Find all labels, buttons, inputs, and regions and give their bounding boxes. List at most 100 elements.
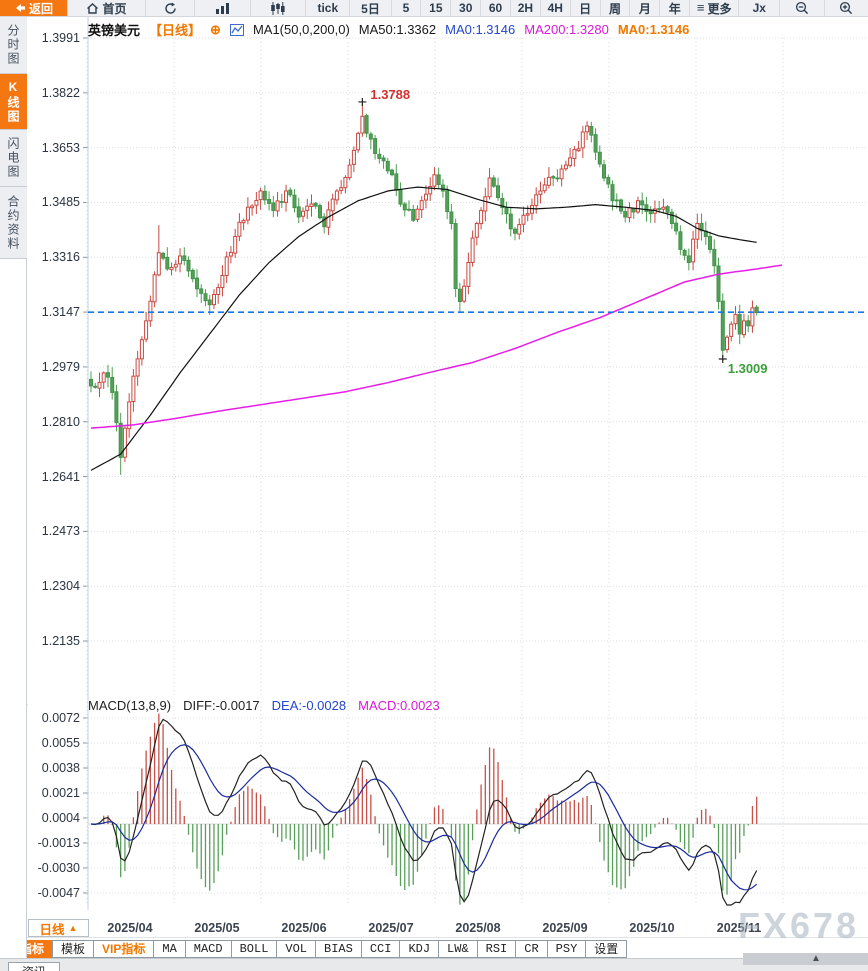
low-annotation: 1.3009 (728, 361, 768, 376)
macd-header: MACD(13,8,9) DIFF:-0.0017 DEA:-0.0028 MA… (88, 698, 440, 713)
interval-year-button[interactable]: 年 (660, 0, 691, 16)
price-gridlines (83, 17, 868, 696)
interval-30m-button[interactable]: 30 (451, 0, 482, 16)
x-axis-label: 2025/11 (716, 921, 762, 935)
top-toolbar: 返回 首页 tick 5日 5 15 30 60 2H 4H 日 周 月 年 ≡… (0, 0, 868, 17)
high-annotation: 1.3788 (370, 87, 410, 102)
expand-icon[interactable]: ⊕ (210, 21, 221, 37)
interval-2h-button[interactable]: 2H (511, 0, 541, 16)
back-arrow-icon (15, 3, 25, 12)
macd-axis-label: -0.0030 (37, 861, 80, 875)
chart-type-candle-button[interactable] (251, 0, 307, 16)
ma50-line (90, 186, 757, 471)
tab-vol[interactable]: VOL (276, 940, 317, 958)
macd-plot[interactable] (28, 696, 868, 910)
diff-value: DIFF:-0.0017 (183, 698, 260, 713)
sidebar-item-lightning-chart[interactable]: 闪电图 (0, 130, 27, 187)
sidebar-item-time-chart[interactable]: 分时图 (0, 17, 27, 74)
hamburger-icon: ≡ (696, 0, 705, 15)
tab-macd[interactable]: MACD (184, 940, 232, 958)
interval-month-button[interactable]: 月 (630, 0, 661, 16)
interval-tick-button[interactable]: tick (306, 0, 351, 16)
tab-templates[interactable]: 模板 (52, 940, 95, 958)
tab-cr[interactable]: CR (515, 940, 548, 958)
tab-news[interactable]: 资讯 (8, 962, 60, 971)
symbol-name: 英镑美元 (88, 23, 141, 38)
chart-header: 英镑美元 【日线】 ⊕ MA1(50,0,200,0) MA50:1.3362 … (88, 20, 689, 39)
ma0-orange-value: MA0:1.3146 (617, 22, 690, 37)
macd-axis-label: 0.0004 (41, 811, 80, 825)
zoom-out-icon (795, 1, 809, 15)
macd-value: MACD:0.0023 (358, 698, 440, 713)
ma50-value: MA50:1.3362 (358, 22, 437, 37)
tab-vip-indicators[interactable]: VIP指标 (93, 940, 155, 958)
price-axis-label: 1.3147 (41, 305, 80, 320)
ma200-value: MA200:1.3280 (524, 22, 609, 37)
period-label: 【日线】 (149, 23, 202, 38)
interval-15m-button[interactable]: 15 (421, 0, 452, 16)
back-button[interactable]: 返回 (0, 0, 68, 16)
sidebar-item-contract-info[interactable]: 合约资料 (0, 187, 27, 259)
candlesticks (89, 103, 759, 475)
price-axis-label: 1.3316 (41, 250, 80, 265)
tab-cci[interactable]: CCI (360, 940, 401, 958)
tab-kdj[interactable]: KDJ (399, 940, 440, 958)
dea-value: DEA:-0.0028 (271, 698, 347, 713)
tab-lwr[interactable]: LW& (438, 940, 478, 958)
left-sidebar: 分时图 K线图 闪电图 合约资料 (0, 17, 27, 958)
macd-axis-label: 0.0038 (41, 761, 80, 775)
price-axis-label: 1.2304 (41, 579, 80, 594)
chart-type-bar-button[interactable] (195, 0, 251, 16)
back-label: 返回 (28, 1, 53, 16)
zoom-in-button[interactable] (825, 0, 868, 16)
tab-rsi[interactable]: RSI (476, 940, 517, 958)
panel-expander[interactable]: ▲ (743, 953, 868, 965)
interval-5m-button[interactable]: 5 (392, 0, 422, 16)
candlestick-icon (271, 1, 285, 15)
tab-settings[interactable]: 设置 (585, 940, 628, 958)
more-button[interactable]: ≡ 更多 (690, 0, 740, 16)
x-axis-label: 2025/05 (194, 921, 240, 935)
refresh-icon (164, 2, 176, 14)
tab-boll[interactable]: BOLL (230, 940, 278, 958)
mini-line-chart-icon (229, 23, 244, 36)
sidebar-item-kline-chart[interactable]: K线图 (0, 74, 27, 130)
macd-axis-label: -0.0047 (37, 886, 80, 900)
tab-bias[interactable]: BIAS (315, 940, 362, 958)
zoom-out-button[interactable] (780, 0, 825, 16)
tab-psy[interactable]: PSY (546, 940, 587, 958)
high-marker (358, 97, 367, 106)
ma0-blue-value: MA0:1.3146 (445, 22, 516, 37)
dea-line (90, 744, 758, 891)
indicator-tabbar: 指标 模板 VIP指标 MA MACD BOLL VOL BIAS CCI KD… (0, 937, 868, 958)
low-marker (718, 354, 727, 363)
period-selector[interactable]: 日线 ▲ (28, 919, 89, 937)
triangle-up-icon: ▲ (811, 953, 821, 964)
fx-indicator-button[interactable]: Jx (739, 0, 781, 16)
candlestick-plot[interactable]: 1.3788 1.3009 (28, 17, 868, 696)
x-axis-label: 2025/04 (107, 921, 153, 935)
price-axis-label: 1.2810 (41, 414, 80, 429)
x-axis-label: 2025/06 (281, 921, 327, 935)
tick-label: tick (317, 1, 339, 15)
diff-line (90, 718, 758, 906)
bar-chart-icon (215, 3, 229, 14)
price-axis-label: 1.3653 (41, 140, 80, 155)
x-axis-label: 2025/09 (542, 921, 588, 935)
interval-day-button[interactable]: 日 (571, 0, 601, 16)
interval-5day-button[interactable]: 5日 (350, 0, 392, 16)
interval-60m-button[interactable]: 60 (481, 0, 511, 16)
price-axis-label: 1.3822 (41, 85, 80, 100)
macd-histogram (94, 713, 758, 905)
interval-week-button[interactable]: 周 (601, 0, 631, 16)
home-button[interactable]: 首页 (68, 0, 146, 16)
price-axis-label: 1.2979 (41, 359, 80, 374)
interval-4h-button[interactable]: 4H (541, 0, 571, 16)
home-label: 首页 (102, 1, 127, 16)
ma-param-label: MA1(50,0,200,0) (252, 22, 350, 37)
triangle-up-icon: ▲ (68, 923, 78, 933)
price-axis-label: 1.2641 (41, 469, 80, 484)
refresh-button[interactable] (146, 0, 196, 16)
tab-ma[interactable]: MA (153, 940, 186, 958)
